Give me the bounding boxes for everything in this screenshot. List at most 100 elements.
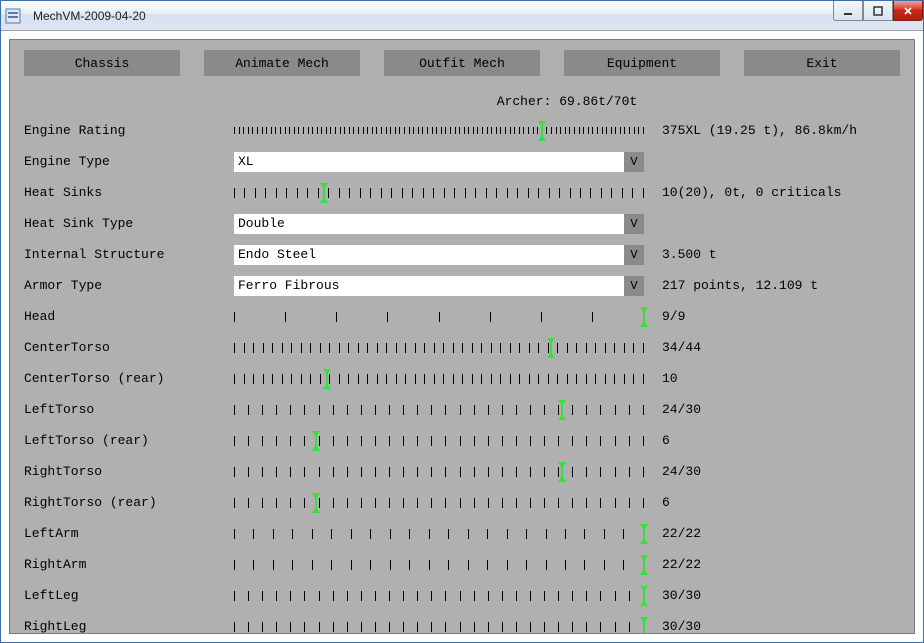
row-readout: 3.500 t: [644, 247, 717, 262]
row-readout: 22/22: [644, 557, 701, 572]
row-readout: 217 points, 12.109 t: [644, 278, 818, 293]
dropdown[interactable]: Ferro FibrousV: [234, 276, 644, 296]
exit-button[interactable]: Exit: [744, 50, 900, 76]
row-readout: 30/30: [644, 588, 701, 603]
slider-handle[interactable]: [640, 307, 648, 327]
slider-track[interactable]: [234, 524, 644, 544]
dropdown[interactable]: Endo SteelV: [234, 245, 644, 265]
row-label: LeftTorso: [24, 402, 234, 417]
config-row: CenterTorso (rear) 10: [24, 363, 900, 394]
slider-track[interactable]: [234, 617, 644, 635]
config-row: LeftArm 22/22: [24, 518, 900, 549]
dropdown-value[interactable]: XL: [234, 152, 624, 172]
config-row: Internal StructureEndo SteelV3.500 t: [24, 239, 900, 270]
row-label: LeftLeg: [24, 588, 234, 603]
chassis-button[interactable]: Chassis: [24, 50, 180, 76]
dropdown-value[interactable]: Ferro Fibrous: [234, 276, 624, 296]
slider-track[interactable]: [234, 555, 644, 575]
slider-track[interactable]: [234, 369, 644, 389]
slider-track[interactable]: [234, 586, 644, 606]
window-controls: [833, 1, 923, 21]
row-label: Armor Type: [24, 278, 234, 293]
row-readout: 24/30: [644, 464, 701, 479]
slider-handle[interactable]: [547, 338, 555, 358]
dropdown[interactable]: DoubleV: [234, 214, 644, 234]
row-readout: 10(20), 0t, 0 criticals: [644, 185, 841, 200]
row-label: Internal Structure: [24, 247, 234, 262]
slider-handle[interactable]: [312, 431, 320, 451]
config-row: RightArm22/22: [24, 549, 900, 580]
row-readout: 22/22: [644, 526, 701, 541]
slider-track[interactable]: [234, 493, 644, 513]
slider-track[interactable]: [234, 431, 644, 451]
app-window: MechVM-2009-04-20 Chassis Animate Mech O…: [0, 0, 924, 643]
close-button[interactable]: [893, 1, 923, 21]
dropdown-value[interactable]: Endo Steel: [234, 245, 624, 265]
config-row: LeftLeg 30/30: [24, 580, 900, 611]
row-readout: 10: [644, 371, 678, 386]
minimize-button[interactable]: [833, 1, 863, 21]
main-panel: Chassis Animate Mech Outfit Mech Equipme…: [9, 39, 915, 634]
app-icon: [5, 8, 21, 24]
slider-track[interactable]: [234, 400, 644, 420]
maximize-button[interactable]: [863, 1, 893, 21]
window-title: MechVM-2009-04-20: [33, 9, 146, 23]
slider-track[interactable]: [234, 462, 644, 482]
config-row: Heat Sinks 10(20), 0t, 0 criticals: [24, 177, 900, 208]
dropdown-toggle[interactable]: V: [624, 214, 644, 234]
config-row: Head 9/9: [24, 301, 900, 332]
row-label: Heat Sinks: [24, 185, 234, 200]
config-row: CenterTorso 34/44: [24, 332, 900, 363]
row-label: Engine Type: [24, 154, 234, 169]
slider-track[interactable]: [234, 183, 644, 203]
config-rows: Engine Rating375XL (19.25 t), 86.8km/hEn…: [24, 115, 900, 634]
slider-track[interactable]: [234, 338, 644, 358]
dropdown-toggle[interactable]: V: [624, 152, 644, 172]
slider-handle[interactable]: [640, 555, 648, 575]
config-row: Armor TypeFerro FibrousV217 points, 12.1…: [24, 270, 900, 301]
row-readout: 24/30: [644, 402, 701, 417]
config-row: LeftTorso 24/30: [24, 394, 900, 425]
row-label: LeftArm: [24, 526, 234, 541]
slider-handle[interactable]: [312, 493, 320, 513]
row-label: LeftTorso (rear): [24, 433, 234, 448]
config-row: RightLeg 30/30: [24, 611, 900, 634]
slider-handle[interactable]: [558, 400, 566, 420]
slider-handle[interactable]: [640, 586, 648, 606]
dropdown[interactable]: XLV: [234, 152, 644, 172]
equipment-button[interactable]: Equipment: [564, 50, 720, 76]
mech-summary: Archer: 69.86t/70t: [24, 94, 900, 109]
config-row: Heat Sink TypeDoubleV: [24, 208, 900, 239]
row-readout: 30/30: [644, 619, 701, 634]
row-label: RightLeg: [24, 619, 234, 634]
slider-track[interactable]: [234, 307, 644, 327]
dropdown-toggle[interactable]: V: [624, 276, 644, 296]
config-row: Engine Rating375XL (19.25 t), 86.8km/h: [24, 115, 900, 146]
slider-handle[interactable]: [320, 183, 328, 203]
row-label: RightTorso: [24, 464, 234, 479]
row-label: Heat Sink Type: [24, 216, 234, 231]
row-label: CenterTorso (rear): [24, 371, 234, 386]
animate-mech-button[interactable]: Animate Mech: [204, 50, 360, 76]
dropdown-toggle[interactable]: V: [624, 245, 644, 265]
config-row: RightTorso (rear) 6: [24, 487, 900, 518]
row-label: CenterTorso: [24, 340, 234, 355]
row-readout: 6: [644, 433, 670, 448]
slider-handle[interactable]: [640, 524, 648, 544]
slider-handle[interactable]: [640, 617, 648, 635]
row-readout: 9/9: [644, 309, 685, 324]
slider-handle[interactable]: [558, 462, 566, 482]
dropdown-value[interactable]: Double: [234, 214, 624, 234]
row-readout: 6: [644, 495, 670, 510]
slider-track[interactable]: [234, 121, 644, 141]
titlebar: MechVM-2009-04-20: [1, 1, 923, 31]
outfit-mech-button[interactable]: Outfit Mech: [384, 50, 540, 76]
row-readout: 375XL (19.25 t), 86.8km/h: [644, 123, 857, 138]
row-readout: 34/44: [644, 340, 701, 355]
config-row: RightTorso 24/30: [24, 456, 900, 487]
row-label: Head: [24, 309, 234, 324]
slider-handle[interactable]: [323, 369, 331, 389]
row-label: RightTorso (rear): [24, 495, 234, 510]
config-row: Engine TypeXLV: [24, 146, 900, 177]
slider-handle[interactable]: [538, 121, 546, 141]
